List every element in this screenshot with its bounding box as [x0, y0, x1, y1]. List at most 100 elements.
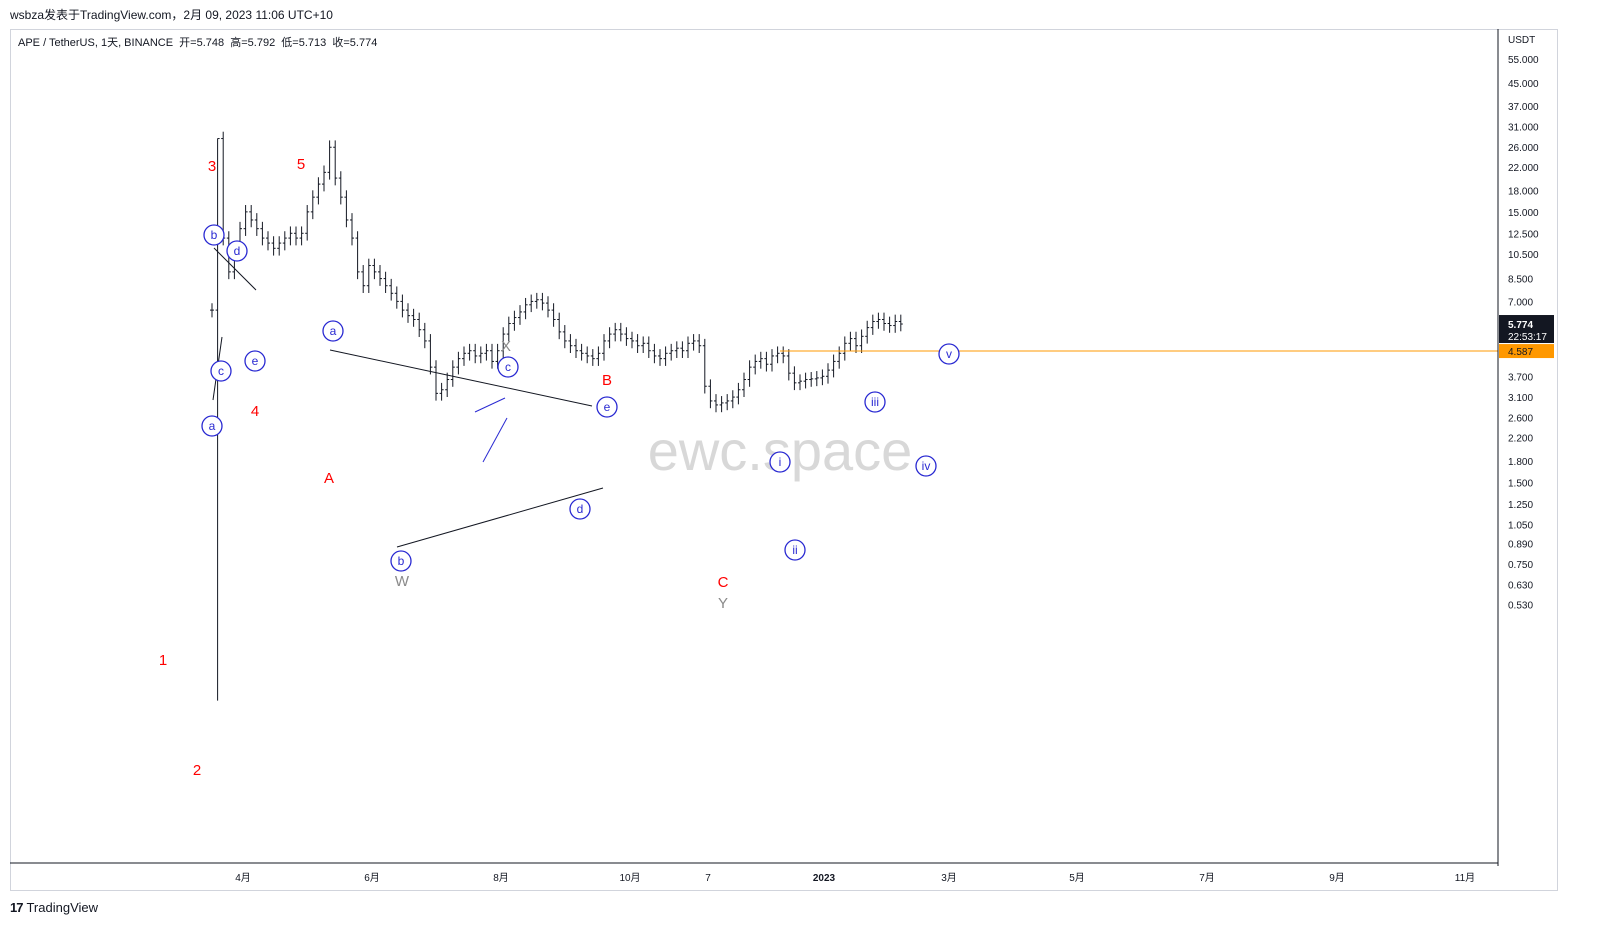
wave-label: A	[324, 470, 334, 487]
wave-label: 2	[193, 762, 201, 779]
y-tick-label: 31.000	[1508, 123, 1539, 134]
candle	[518, 305, 522, 325]
trend-line[interactable]	[329, 349, 593, 407]
candle	[837, 346, 842, 369]
candle	[333, 140, 338, 186]
candle	[781, 346, 786, 364]
candle	[758, 351, 763, 369]
trend-line[interactable]	[474, 397, 506, 413]
candle	[428, 334, 433, 375]
candle	[277, 236, 282, 256]
candle	[361, 265, 366, 293]
wave-label: b	[398, 554, 405, 568]
price-axis[interactable]: 55.000 45.000 37.000 31.000 26.000 22.000 18.0…	[1499, 55, 1554, 612]
candle	[243, 205, 248, 236]
wave-label: 1	[159, 652, 167, 669]
candle	[534, 292, 539, 309]
trend-line[interactable]	[213, 247, 257, 291]
candle	[641, 336, 646, 353]
x-tick-label: 8月	[493, 872, 509, 884]
wave-label: iii	[871, 395, 879, 409]
y-tick-label: 45.000	[1508, 79, 1539, 90]
y-tick-label: 0.750	[1508, 560, 1533, 571]
x-tick-label: 9月	[1329, 872, 1345, 884]
y-tick-label: 26.000	[1508, 143, 1539, 154]
candle	[848, 331, 853, 351]
wave-label-circle	[390, 550, 412, 572]
wave-label: ii	[792, 543, 797, 557]
candle	[473, 343, 478, 364]
candle	[506, 316, 511, 342]
candle	[411, 308, 416, 327]
candle	[344, 190, 349, 228]
candle	[439, 382, 444, 401]
wave-label: X	[501, 338, 511, 355]
candle	[753, 354, 758, 375]
tradingview-brand[interactable]: 17 TradingView	[10, 900, 98, 915]
wave-label: 4	[251, 403, 259, 420]
x-tick-label: 2023	[813, 873, 836, 884]
candle	[646, 336, 651, 358]
candle	[350, 213, 354, 246]
candle	[551, 303, 556, 327]
chart-frame	[10, 29, 1558, 891]
y-tick-label: 15.000	[1508, 208, 1539, 219]
candle	[708, 379, 713, 409]
candle	[316, 177, 321, 205]
y-tick-label: 12.500	[1508, 229, 1539, 240]
wave-label: B	[602, 372, 612, 389]
wave-label-circle	[497, 356, 519, 378]
wave-label: a	[330, 324, 337, 338]
candle	[859, 329, 864, 353]
wave-label: c	[218, 364, 224, 378]
trend-line[interactable]	[482, 417, 508, 463]
wave-label: c	[505, 360, 511, 374]
candle	[697, 334, 702, 353]
y-tick-label: 1.500	[1508, 478, 1533, 489]
candle	[882, 312, 886, 331]
candle	[691, 334, 696, 351]
candle	[445, 372, 450, 398]
candle	[674, 341, 679, 358]
candle	[512, 310, 517, 331]
wave-label-circle	[322, 320, 344, 342]
y-tick-label: 0.630	[1508, 580, 1533, 591]
horizontal-level-badge	[1499, 344, 1554, 359]
y-tick-label: 3.100	[1508, 393, 1533, 404]
x-tick-label: 4月	[235, 872, 251, 884]
candle	[669, 343, 674, 361]
x-tick-label: 6月	[364, 872, 380, 884]
candle	[389, 278, 394, 301]
wave-label: a	[209, 419, 216, 433]
x-tick-label: 3月	[941, 872, 957, 884]
candle	[260, 221, 265, 246]
candle	[831, 354, 836, 378]
wave-label: e	[252, 354, 259, 368]
candle	[775, 346, 780, 364]
wave-label: 3	[208, 158, 216, 175]
candle	[540, 292, 545, 311]
candle	[562, 325, 567, 349]
y-tick-label: 0.890	[1508, 540, 1533, 551]
wave-label: iv	[922, 459, 931, 473]
x-tick-label: 5月	[1069, 872, 1085, 884]
candle	[422, 322, 427, 349]
wave-drawings	[212, 247, 1498, 548]
x-tick-label: 11月	[1455, 872, 1475, 884]
candle	[596, 346, 601, 366]
wave-label: e	[604, 400, 611, 414]
candle	[249, 205, 254, 228]
y-tick-label: 2.200	[1508, 433, 1533, 444]
trend-line[interactable]	[396, 487, 604, 548]
candle	[546, 296, 550, 318]
y-tick-label: 10.500	[1508, 250, 1539, 261]
candle	[299, 226, 304, 246]
axis-unit-label: USDT	[1508, 35, 1535, 46]
time-axis[interactable]: 4月 6月 8月 10月 7 2023 3月 5月 7月 9月 11月	[235, 872, 1475, 884]
candle	[702, 338, 707, 394]
last-price-badge	[1499, 315, 1554, 344]
candle	[876, 312, 881, 329]
y-tick-label: 7.000	[1508, 297, 1533, 308]
